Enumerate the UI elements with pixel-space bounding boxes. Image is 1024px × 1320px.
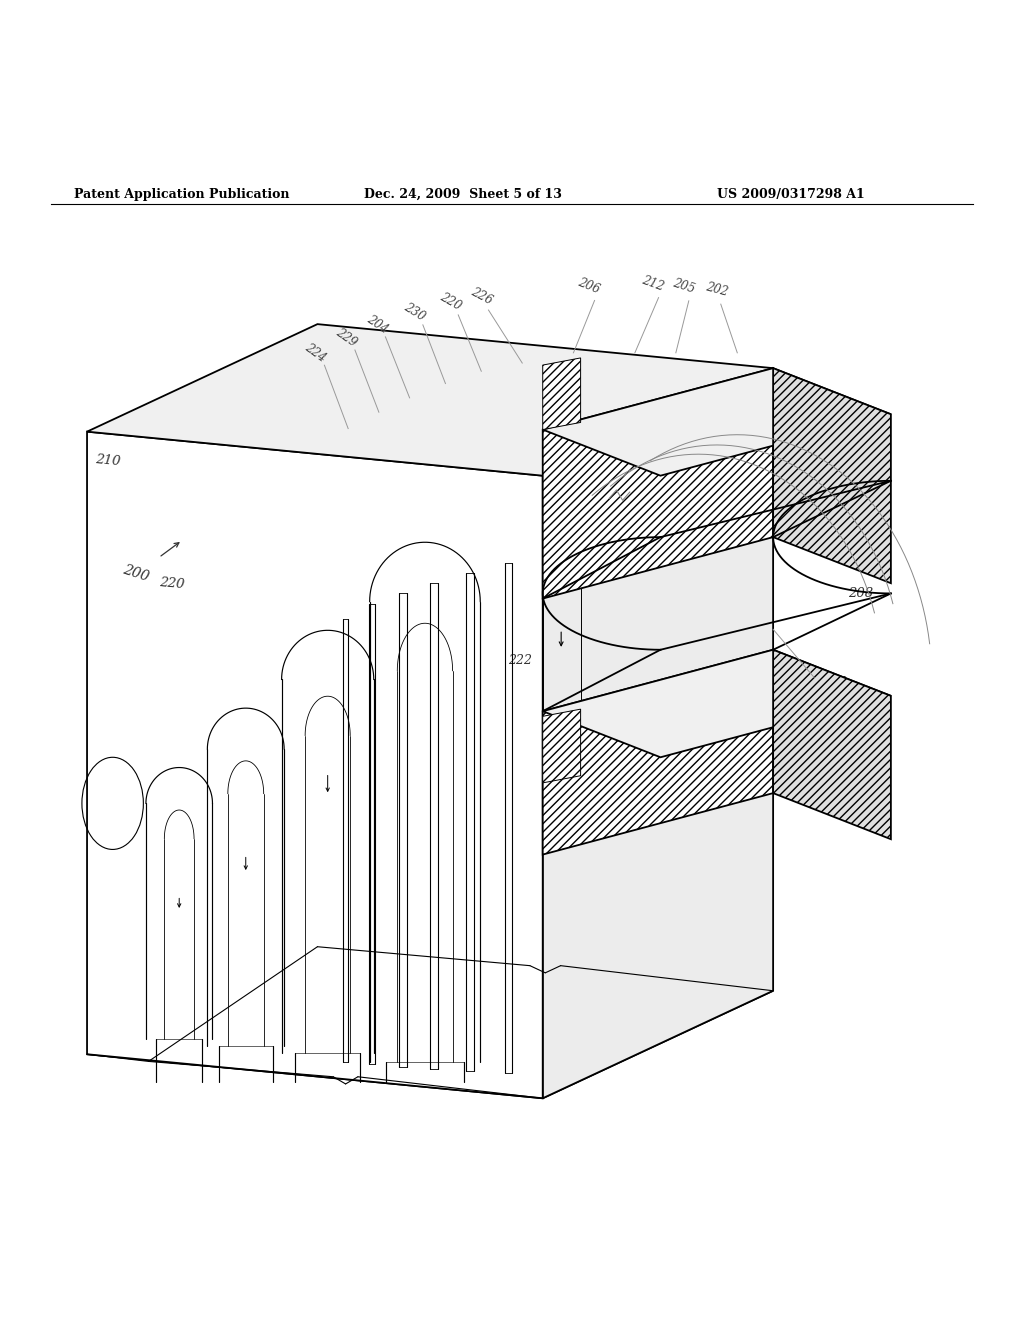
Text: 200: 200	[122, 562, 151, 583]
Text: 206: 206	[764, 434, 793, 455]
Polygon shape	[543, 368, 773, 598]
Polygon shape	[87, 432, 543, 1098]
Text: 202: 202	[705, 280, 729, 298]
Text: 224: 224	[302, 341, 329, 364]
Polygon shape	[543, 709, 581, 783]
Text: 220: 220	[159, 576, 185, 591]
Polygon shape	[543, 649, 773, 854]
Polygon shape	[87, 946, 773, 1098]
Text: 204: 204	[364, 313, 390, 335]
Text: 210: 210	[94, 453, 121, 467]
Text: 212: 212	[641, 273, 666, 293]
Text: 220: 220	[437, 290, 464, 313]
Text: 228: 228	[665, 441, 693, 463]
Text: 229: 229	[333, 326, 359, 350]
Text: 228: 228	[694, 421, 723, 442]
Text: Patent Application Publication: Patent Application Publication	[74, 187, 289, 201]
Polygon shape	[543, 649, 891, 758]
Text: US 2009/0317298 A1: US 2009/0317298 A1	[717, 187, 864, 201]
Text: Dec. 24, 2009  Sheet 5 of 13: Dec. 24, 2009 Sheet 5 of 13	[364, 187, 561, 201]
Polygon shape	[773, 368, 891, 583]
Polygon shape	[543, 368, 891, 475]
Text: 206: 206	[575, 276, 602, 297]
Text: 222: 222	[508, 653, 532, 667]
Text: 214: 214	[822, 676, 847, 689]
Polygon shape	[543, 368, 773, 1098]
Text: FIG. 4: FIG. 4	[807, 465, 893, 491]
Polygon shape	[773, 649, 891, 840]
Text: 230: 230	[401, 301, 428, 323]
Text: 208: 208	[848, 587, 872, 599]
Polygon shape	[87, 325, 773, 475]
Polygon shape	[543, 358, 581, 429]
Text: 226: 226	[468, 285, 495, 308]
Text: 205: 205	[672, 277, 696, 296]
